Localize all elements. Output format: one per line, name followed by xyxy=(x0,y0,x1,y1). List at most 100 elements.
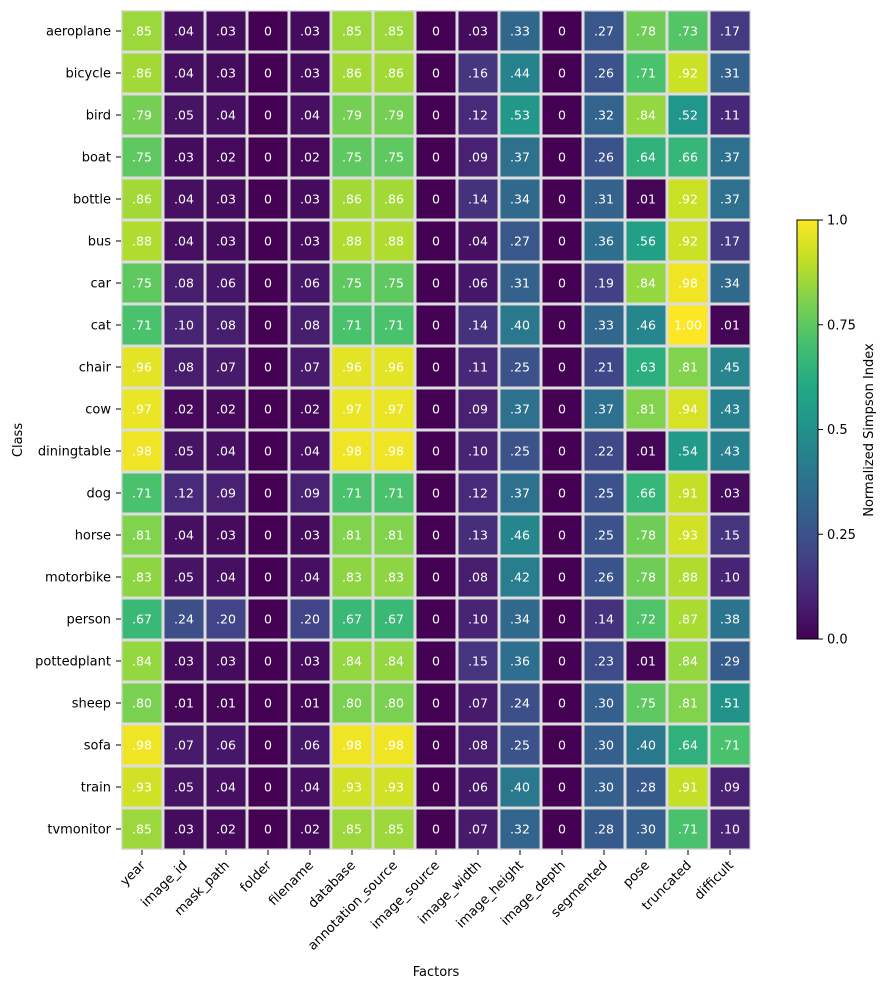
cell-value-label: .38 xyxy=(720,612,740,627)
cell-value-label: .03 xyxy=(174,822,194,837)
cell-value-label: .93 xyxy=(384,780,404,795)
cell-value-label: .96 xyxy=(384,360,404,375)
heatmap-cell xyxy=(626,641,666,681)
cell-value-label: .04 xyxy=(216,108,236,123)
cell-value-label: .85 xyxy=(384,24,404,39)
heatmap-cell xyxy=(164,95,204,135)
cell-value-label: .01 xyxy=(636,654,656,669)
heatmap-cell xyxy=(584,179,624,219)
cell-value-label: .44 xyxy=(510,66,530,81)
cell-value-label: 0 xyxy=(264,192,272,207)
heatmap-cell xyxy=(122,389,162,429)
cell-value-label: .71 xyxy=(342,486,362,501)
heatmap-cell xyxy=(164,11,204,51)
cell-value-label: .26 xyxy=(594,570,614,585)
cell-value-label: .83 xyxy=(342,570,362,585)
heatmap-cell xyxy=(584,809,624,849)
heatmap-cell xyxy=(626,389,666,429)
cell-value-label: .98 xyxy=(342,738,362,753)
heatmap-cell xyxy=(248,263,288,303)
cell-value-label: .02 xyxy=(300,150,320,165)
cell-value-label: .27 xyxy=(594,24,614,39)
cell-value-label: 0 xyxy=(432,486,440,501)
heatmap-cell xyxy=(626,515,666,555)
heatmap-cell xyxy=(626,95,666,135)
cell-value-label: .78 xyxy=(636,528,656,543)
cell-value-label: 0 xyxy=(264,24,272,39)
heatmap-cell xyxy=(332,137,372,177)
cell-value-label: .67 xyxy=(132,612,152,627)
heatmap-cell xyxy=(416,767,456,807)
heatmap-cell xyxy=(374,263,414,303)
cell-value-label: .14 xyxy=(594,612,614,627)
cell-value-label: .75 xyxy=(132,150,152,165)
y-tick-label: bus xyxy=(88,235,111,250)
heatmap-cell xyxy=(122,557,162,597)
cell-value-label: .79 xyxy=(132,108,152,123)
heatmap-cell xyxy=(332,809,372,849)
cell-value-label: .52 xyxy=(678,108,698,123)
cell-value-label: 0 xyxy=(558,654,566,669)
heatmap-cell xyxy=(332,53,372,93)
heatmap-cell xyxy=(374,347,414,387)
cell-value-label: .84 xyxy=(384,654,404,669)
cell-value-label: 0 xyxy=(264,528,272,543)
cell-value-label: .15 xyxy=(720,528,740,543)
cell-value-label: .85 xyxy=(342,24,362,39)
heatmap-cell xyxy=(290,767,330,807)
heatmap-cell xyxy=(542,179,582,219)
colorbar-tick-label: 0.5 xyxy=(827,423,848,438)
heatmap-cell xyxy=(668,641,708,681)
heatmap-cell xyxy=(122,221,162,261)
cell-value-label: .04 xyxy=(216,570,236,585)
cell-value-label: 0 xyxy=(558,276,566,291)
cell-value-label: .08 xyxy=(468,738,488,753)
cell-value-label: .03 xyxy=(216,654,236,669)
heatmap-cell xyxy=(458,725,498,765)
heatmap-cell xyxy=(248,557,288,597)
heatmap-cell xyxy=(290,53,330,93)
heatmap-cell xyxy=(332,11,372,51)
cell-value-label: .03 xyxy=(216,528,236,543)
cell-value-label: .01 xyxy=(300,696,320,711)
heatmap-cell xyxy=(374,515,414,555)
heatmap-cell xyxy=(584,95,624,135)
cell-value-label: .80 xyxy=(342,696,362,711)
cell-value-label: .04 xyxy=(174,528,194,543)
heatmap-cell xyxy=(710,11,750,51)
y-tick-label: boat xyxy=(82,151,111,166)
heatmap-cell xyxy=(374,53,414,93)
cell-value-label: 0 xyxy=(558,570,566,585)
cell-value-label: .04 xyxy=(216,780,236,795)
cell-value-label: .43 xyxy=(720,444,740,459)
cell-value-label: .40 xyxy=(510,780,530,795)
x-tick-label: pose xyxy=(620,858,653,891)
cell-value-label: .30 xyxy=(594,780,614,795)
heatmap-cell xyxy=(206,305,246,345)
heatmap-cell xyxy=(248,137,288,177)
cell-value-label: .53 xyxy=(510,108,530,123)
cell-value-label: .02 xyxy=(216,822,236,837)
heatmap-cell xyxy=(290,347,330,387)
cell-value-label: .46 xyxy=(636,318,656,333)
cell-value-label: .64 xyxy=(678,738,698,753)
heatmap-cell xyxy=(206,767,246,807)
cell-value-label: .92 xyxy=(678,234,698,249)
cell-value-label: .96 xyxy=(342,360,362,375)
heatmap-cell xyxy=(122,179,162,219)
cell-value-label: .07 xyxy=(216,360,236,375)
cell-value-label: 0 xyxy=(264,696,272,711)
cell-value-label: .06 xyxy=(216,738,236,753)
cell-value-label: .04 xyxy=(468,234,488,249)
heatmap-cell xyxy=(122,95,162,135)
y-tick-label: chair xyxy=(79,361,112,376)
cell-value-label: .05 xyxy=(174,108,194,123)
cell-value-label: .81 xyxy=(636,402,656,417)
cell-value-label: .02 xyxy=(216,402,236,417)
heatmap-cell xyxy=(710,305,750,345)
x-tick-label: difficult xyxy=(692,858,737,903)
heatmap-cell xyxy=(332,599,372,639)
heatmap-cell xyxy=(290,263,330,303)
cell-value-label: .88 xyxy=(678,570,698,585)
